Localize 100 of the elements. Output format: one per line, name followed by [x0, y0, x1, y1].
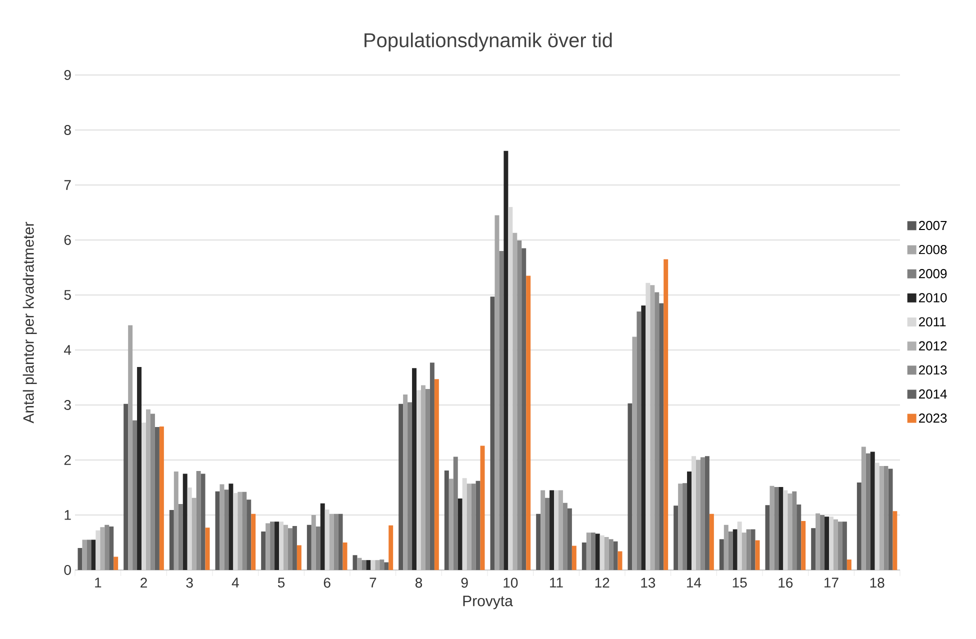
bar — [562, 502, 568, 570]
bar — [536, 514, 541, 570]
bar — [595, 534, 600, 570]
bar — [274, 522, 280, 570]
bar — [370, 560, 376, 570]
bar — [604, 536, 609, 570]
bar — [618, 551, 622, 570]
bar — [408, 402, 412, 570]
bar — [375, 560, 380, 570]
bar — [838, 522, 842, 570]
bar — [146, 409, 150, 570]
bar — [719, 539, 724, 570]
y-tick-label: 5 — [64, 290, 71, 300]
bar — [696, 460, 700, 570]
bar — [480, 446, 485, 570]
x-tick-label: 13 — [641, 578, 656, 588]
bar — [788, 494, 792, 570]
bar — [879, 466, 884, 570]
bar — [238, 492, 242, 570]
bar — [266, 523, 270, 570]
x-tick-label: 6 — [324, 578, 330, 588]
bar — [82, 540, 87, 570]
y-tick-label: 9 — [64, 70, 71, 80]
bar — [366, 560, 371, 570]
bar — [846, 560, 852, 570]
bar — [816, 513, 820, 570]
bar — [650, 285, 655, 570]
bar — [384, 562, 389, 570]
bar — [476, 480, 480, 570]
bar — [572, 546, 576, 570]
bar — [200, 474, 206, 570]
bar — [856, 482, 862, 570]
bar — [279, 522, 284, 570]
bar — [755, 540, 760, 570]
bar — [700, 457, 705, 570]
bar — [590, 532, 596, 570]
bar — [334, 514, 338, 570]
chart-title: Populationsdynamik över tid — [364, 32, 612, 52]
bar — [114, 556, 118, 570]
legend-label: 2012 — [918, 341, 947, 350]
bar — [159, 426, 164, 570]
legend-label: 2011 — [918, 317, 946, 326]
bar — [233, 492, 238, 570]
bar — [137, 367, 142, 570]
bar — [526, 276, 531, 570]
bar — [558, 490, 563, 570]
bar — [737, 522, 742, 570]
y-tick-label: 6 — [64, 235, 71, 245]
bar — [329, 514, 334, 570]
bar — [504, 150, 508, 570]
bar — [870, 452, 875, 570]
bar — [471, 484, 476, 570]
legend-label: 2007 — [918, 220, 947, 230]
bar — [783, 490, 788, 570]
bar — [778, 486, 784, 570]
x-tick-label: 16 — [778, 578, 793, 588]
bar — [242, 492, 247, 570]
x-tick-label: 14 — [687, 578, 702, 588]
bar — [517, 240, 522, 570]
bar — [608, 539, 614, 570]
bar — [641, 305, 646, 570]
bar — [338, 514, 343, 570]
y-tick-label: 3 — [64, 400, 71, 410]
bar — [311, 514, 316, 570]
bar — [687, 472, 692, 570]
x-tick-label: 5 — [278, 578, 285, 588]
bar — [654, 292, 660, 570]
y-tick-label: 7 — [64, 180, 71, 190]
bar — [320, 503, 325, 570]
bar — [261, 531, 266, 570]
bar — [132, 420, 138, 570]
bar — [306, 524, 312, 570]
bar — [246, 500, 252, 570]
bar — [316, 526, 320, 570]
bar — [861, 446, 866, 570]
x-tick-label: 17 — [824, 578, 838, 588]
bar — [398, 404, 404, 570]
x-tick-label: 18 — [870, 578, 884, 588]
bar — [416, 390, 421, 570]
bar — [292, 526, 297, 570]
bar — [770, 486, 774, 570]
bar — [746, 529, 751, 570]
bar — [342, 542, 348, 570]
bar — [154, 426, 160, 570]
x-tick-label: 9 — [461, 578, 468, 588]
y-tick-label: 4 — [64, 345, 72, 355]
bar — [362, 560, 366, 570]
bar — [187, 487, 192, 570]
bar — [462, 478, 467, 570]
x-tick-label: 4 — [232, 578, 239, 588]
bar — [554, 490, 558, 570]
bar — [458, 498, 462, 570]
bar — [109, 526, 114, 570]
bar — [150, 414, 155, 570]
bar — [586, 532, 591, 570]
bar — [434, 379, 439, 570]
bar — [182, 474, 188, 570]
bar — [820, 514, 825, 570]
bar — [674, 506, 678, 570]
bar — [664, 259, 668, 570]
